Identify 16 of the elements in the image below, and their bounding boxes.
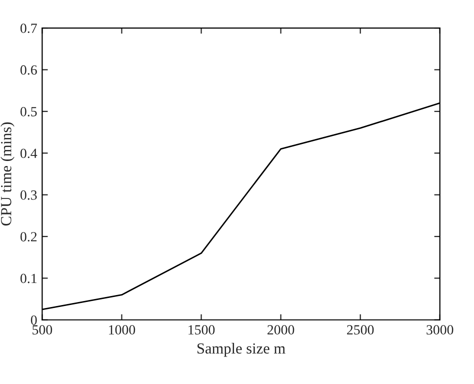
x-tick-label: 500 (32, 325, 52, 335)
x-tick-label: 1000 (109, 325, 136, 335)
y-tick-label: 0.3 (20, 190, 37, 200)
x-axis-title: Sample size m (198, 342, 286, 357)
y-tick-label: 0.6 (20, 65, 37, 75)
x-tick-label: 2500 (347, 325, 374, 335)
y-tick-label: 0.2 (20, 232, 37, 242)
y-tick-label: 0.4 (20, 148, 38, 158)
y-axis-title: CPU time (mins) (0, 122, 14, 226)
y-tick-label: 0.1 (20, 274, 36, 284)
x-tick-label: 3000 (426, 325, 454, 335)
x-tick-label: 1500 (188, 325, 215, 335)
y-tick-label: 0.7 (20, 24, 37, 34)
y-tick-label: 0.5 (20, 107, 37, 116)
y-tick-label: 0 (30, 315, 37, 325)
x-tick-label: 2000 (268, 325, 294, 335)
